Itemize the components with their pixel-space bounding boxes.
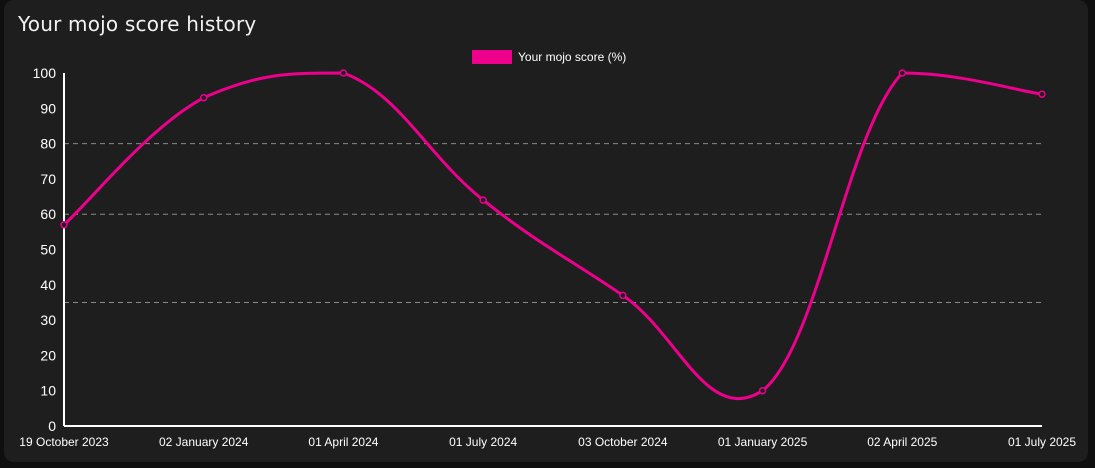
y-tick-labels: 0 10 20 30 40 50 60 70 80 90 100 xyxy=(33,65,57,434)
x-tick-label: 01 July 2025 xyxy=(1008,435,1076,449)
x-tick-label: 02 April 2025 xyxy=(867,435,937,449)
y-tick-label: 20 xyxy=(40,347,56,363)
x-tick-label: 19 October 2023 xyxy=(19,435,109,449)
x-tick-label: 01 April 2024 xyxy=(308,435,378,449)
x-tick-label: 01 January 2025 xyxy=(718,435,808,449)
y-tick-label: 10 xyxy=(40,383,56,399)
x-tick-label: 01 July 2024 xyxy=(449,435,517,449)
data-point[interactable] xyxy=(479,196,487,204)
grid-lines xyxy=(64,143,1042,303)
chart-title: Your mojo score history xyxy=(18,12,257,36)
y-tick-label: 80 xyxy=(40,136,56,152)
data-point[interactable] xyxy=(898,69,907,77)
x-tick-labels: 19 October 2023 02 January 2024 01 April 2… xyxy=(19,435,1076,449)
y-tick-label: 0 xyxy=(48,418,56,434)
legend-label: Your mojo score (%) xyxy=(518,50,626,64)
data-point[interactable] xyxy=(619,291,627,300)
x-tick-label: 03 October 2024 xyxy=(578,435,668,449)
y-tick-label: 50 xyxy=(40,242,56,258)
data-point[interactable] xyxy=(758,386,767,395)
legend[interactable]: Your mojo score (%) xyxy=(472,50,626,64)
y-tick-label: 60 xyxy=(40,206,56,222)
x-tick-label: 02 January 2024 xyxy=(159,435,249,449)
legend-swatch xyxy=(472,50,512,64)
data-point[interactable] xyxy=(339,69,348,77)
chart-card: Your mojo score history xyxy=(4,0,1088,462)
y-tick-label: 70 xyxy=(40,171,56,187)
y-tick-label: 90 xyxy=(40,100,56,116)
y-tick-label: 100 xyxy=(33,65,57,81)
series-layer xyxy=(60,69,1046,400)
data-point[interactable] xyxy=(199,93,208,102)
axes xyxy=(63,73,1042,427)
series-line-mojo-score xyxy=(62,71,1044,400)
data-point[interactable] xyxy=(60,221,68,229)
y-tick-label: 40 xyxy=(40,277,56,293)
data-point[interactable] xyxy=(1038,90,1046,98)
y-tick-label: 30 xyxy=(40,312,56,328)
legend-item[interactable]: Your mojo score (%) xyxy=(472,50,626,64)
